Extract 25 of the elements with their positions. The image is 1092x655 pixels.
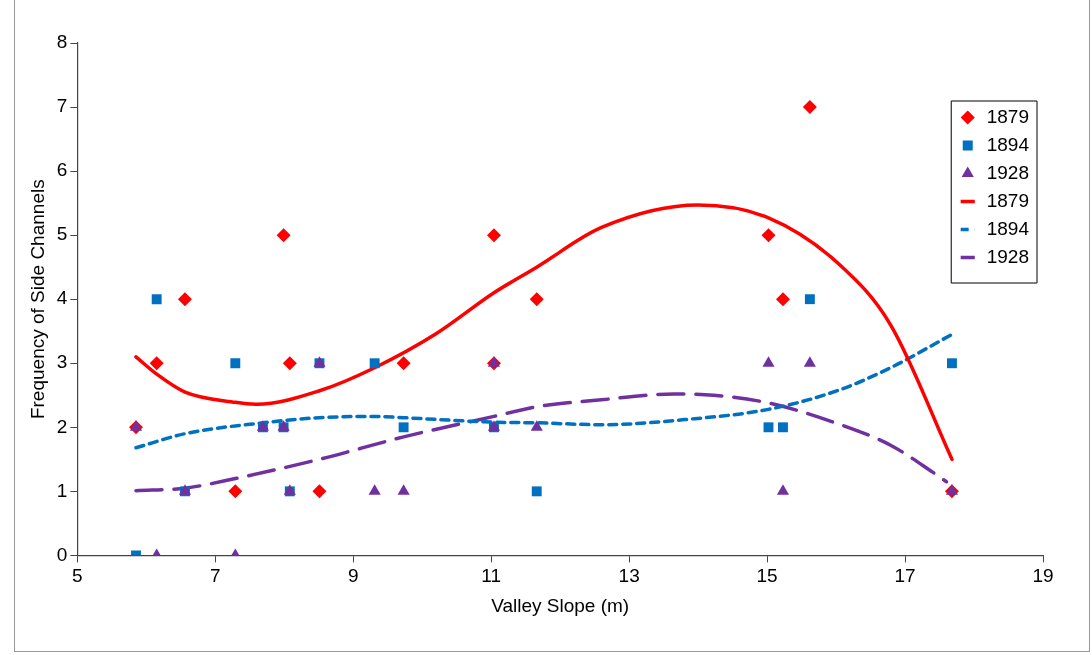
y-tick-label: 6: [56, 159, 68, 181]
x-tick-label: 13: [618, 565, 640, 587]
y-tick-label: 7: [56, 95, 68, 117]
x-tick-label: 5: [72, 565, 83, 587]
y-tick-label: 1: [56, 479, 68, 501]
legend-label: 1894: [986, 133, 1030, 155]
legend-label: 1928: [986, 161, 1030, 183]
y-tick-label: 4: [56, 287, 68, 309]
y-axis-title: Frequency of Side Channels: [26, 179, 48, 420]
legend-label: 1894: [986, 217, 1030, 239]
y-tick-label: 5: [56, 223, 68, 245]
x-tick-label: 15: [756, 565, 778, 587]
x-tick-label: 7: [210, 565, 221, 587]
y-tick-label: 2: [56, 415, 68, 437]
y-tick-label: 3: [56, 351, 68, 373]
legend-label: 1879: [986, 189, 1030, 211]
x-tick-label: 9: [347, 565, 359, 587]
x-axis-title: Valley Slope (m): [491, 594, 630, 616]
legend-label: 1879: [986, 105, 1030, 127]
legend-label: 1928: [986, 245, 1030, 267]
x-tick-label: 11: [481, 565, 502, 587]
y-tick-label: 8: [56, 31, 68, 53]
x-tick-label: 17: [894, 565, 916, 587]
y-tick-label: 0: [56, 543, 68, 565]
x-tick-label: 19: [1032, 565, 1054, 587]
